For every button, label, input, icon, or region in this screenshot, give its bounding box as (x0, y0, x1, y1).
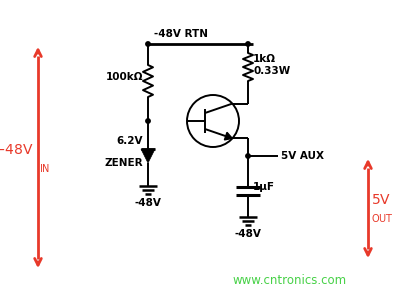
Text: $\mathrm{IN}$: $\mathrm{IN}$ (39, 161, 50, 173)
Polygon shape (141, 149, 155, 163)
Circle shape (146, 119, 150, 123)
Text: -48V: -48V (134, 198, 162, 208)
Text: $-48\mathrm{V}$: $-48\mathrm{V}$ (0, 143, 34, 156)
Text: $\mathrm{OUT}$: $\mathrm{OUT}$ (371, 213, 394, 225)
Text: ZENER: ZENER (104, 158, 143, 168)
Text: 0.33W: 0.33W (253, 66, 290, 76)
Text: 6.2V: 6.2V (116, 136, 143, 146)
Text: 100kΩ: 100kΩ (106, 72, 143, 82)
Text: -48V RTN: -48V RTN (154, 29, 208, 39)
Polygon shape (224, 132, 232, 140)
Circle shape (246, 42, 250, 46)
Text: 1μF: 1μF (253, 182, 275, 192)
Text: www.cntronics.com: www.cntronics.com (233, 274, 347, 287)
Text: -48V: -48V (234, 229, 262, 239)
Text: $5\mathrm{V}$: $5\mathrm{V}$ (371, 193, 391, 208)
Circle shape (146, 42, 150, 46)
Circle shape (246, 154, 250, 158)
Text: 1kΩ: 1kΩ (253, 54, 276, 64)
Text: 5V AUX: 5V AUX (281, 151, 324, 161)
